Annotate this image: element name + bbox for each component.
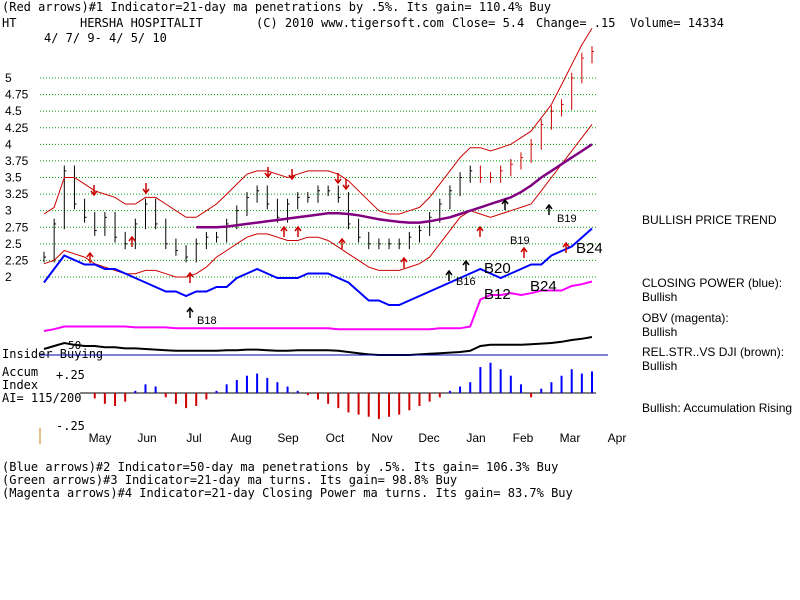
y-tick-label: 2: [5, 270, 12, 284]
y-tick-label: 3.5: [5, 171, 22, 185]
signal-label-b16: B16: [456, 276, 476, 288]
close-value: Close= 5.4: [452, 16, 525, 30]
y-tick-label: 3.75: [5, 154, 29, 168]
red-buy-arrow-head: [562, 241, 570, 248]
red-buy-arrow-head: [186, 271, 194, 278]
y-tick-label: 4: [5, 137, 12, 151]
red-buy-arrow-head: [86, 251, 94, 258]
red-buy-arrow-head: [338, 237, 346, 244]
signal-label-b20: B20: [484, 260, 511, 277]
black-buy-arrow-head: [186, 306, 194, 313]
obv-title: OBV (magenta):: [642, 311, 729, 325]
black-buy-arrow-head: [545, 203, 553, 210]
rel-str-value: Bullish: [642, 359, 678, 373]
y-tick-label: 4.75: [5, 88, 29, 102]
insider-buying-label: Insider Buying: [2, 347, 104, 361]
rel-str-title: REL.STR..VS DJI (brown):: [642, 345, 785, 359]
ticker-symbol: HT: [2, 16, 17, 30]
closing-power-title: CLOSING POWER (blue):: [642, 276, 783, 290]
y-tick-label: 3: [5, 204, 12, 218]
footer-line-2: (Green arrows)#3 Indicator=21-day ma tur…: [2, 473, 458, 487]
obv-value: Bullish: [642, 325, 678, 339]
accum-rising-label: Bullish: Accumulation Rising: [642, 401, 793, 415]
y-tick-label: 2.5: [5, 237, 22, 251]
y-tick-label: 5: [5, 71, 12, 85]
change-value: Change= .15: [536, 16, 616, 30]
x-tick-label: Jun: [137, 431, 156, 445]
red-sell-arrow-head: [342, 184, 350, 191]
closing-power-line: [43, 227, 593, 306]
ai-value: AI= 115/200: [2, 391, 82, 405]
index-label: Index: [2, 378, 39, 392]
x-tick-label: Jan: [466, 431, 485, 445]
signal-label-b12: B12: [484, 286, 511, 303]
red-buy-arrow-head: [476, 225, 484, 232]
red-sell-arrow-head: [334, 178, 342, 185]
black-buy-arrow-head: [462, 259, 470, 266]
accum-minus-tick: -.25: [56, 419, 85, 433]
x-tick-label: Feb: [513, 431, 534, 445]
signal-label-b19-a: B19: [557, 213, 577, 225]
black-buy-arrow-head: [445, 269, 453, 276]
red-buy-arrow-head: [280, 225, 288, 232]
red-sell-arrow-head: [90, 190, 98, 197]
footer-line-3: (Magenta arrows)#4 Indicator=21-day Clos…: [2, 486, 573, 500]
x-tick-label: Aug: [230, 431, 251, 445]
y-tick-label: 3.25: [5, 187, 29, 201]
signal-label-b24-b: B24: [576, 240, 603, 257]
y-tick-label: 2.25: [5, 253, 29, 267]
upper-band-line: [43, 28, 593, 218]
x-tick-label: Dec: [418, 431, 439, 445]
accum-plus-tick: +.25: [56, 368, 85, 382]
y-tick-label: 4.25: [5, 121, 29, 135]
rel-str-line: [43, 336, 593, 356]
ma50-line: [196, 143, 593, 229]
y-tick-label: 2.75: [5, 220, 29, 234]
accum-label: Accum: [2, 365, 39, 379]
red-buy-arrow-head: [400, 256, 408, 263]
black-buy-arrow-head: [501, 198, 509, 205]
x-tick-label: Oct: [326, 431, 345, 445]
red-buy-arrow-head: [128, 235, 136, 242]
header-line-1: (Red arrows)#1 Indicator=21-day ma penet…: [2, 0, 552, 14]
closing-power-value: Bullish: [642, 290, 678, 304]
date-range: 4/ 7/ 9- 4/ 5/ 10: [44, 31, 167, 45]
x-tick-label: Jul: [186, 431, 201, 445]
signal-label-b18: B18: [197, 315, 217, 327]
signal-label-b19-b: B19: [510, 235, 530, 247]
y-tick-label: 4.5: [5, 104, 22, 118]
signal-label-b24-a: B24: [530, 278, 557, 295]
x-tick-label: Mar: [560, 431, 581, 445]
x-tick-label: Nov: [371, 431, 392, 445]
red-sell-arrow-head: [142, 188, 150, 195]
red-sell-arrow-head: [288, 174, 296, 181]
bullish-trend-label: BULLISH PRICE TREND: [642, 213, 777, 227]
lower-band-line: [43, 124, 593, 278]
volume-value: Volume= 14334: [630, 16, 724, 30]
x-tick-label: May: [89, 431, 112, 445]
company-name: HERSHA HOSPITALIT: [80, 16, 203, 30]
copyright: (C) 2010 www.tigersoft.com: [256, 16, 444, 30]
red-sell-arrow-head: [264, 172, 272, 179]
x-tick-label: Sep: [277, 431, 299, 445]
obv-line: [43, 280, 593, 332]
footer-line-1: (Blue arrows)#2 Indicator=50-day ma pene…: [2, 460, 559, 474]
red-buy-arrow-head: [520, 246, 528, 253]
x-tick-label: Apr: [608, 431, 627, 445]
red-buy-arrow-head: [294, 225, 302, 232]
